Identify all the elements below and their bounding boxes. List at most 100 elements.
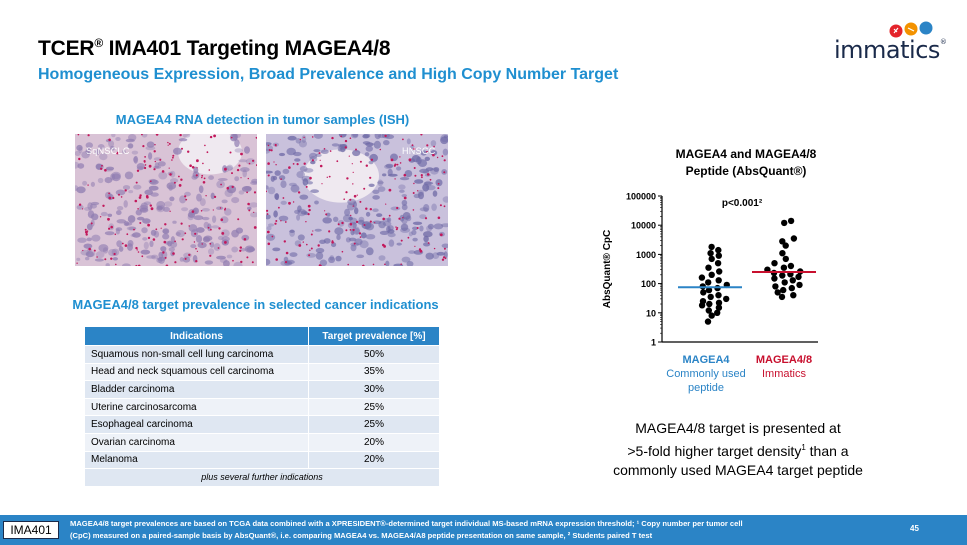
y-tick-label: 100000: [626, 192, 656, 202]
data-point: [779, 238, 786, 245]
prevalence-cell: 25%: [308, 415, 440, 434]
table-row: Bladder carcinoma 30%: [84, 380, 440, 399]
data-point: [715, 304, 723, 311]
data-point: [715, 277, 722, 284]
table-row: Head and neck squamous cell carcinoma 35%: [84, 362, 440, 382]
data-point: [698, 274, 706, 281]
table-row: Uterine carcinosarcoma 25%: [84, 397, 440, 417]
data-point: [714, 309, 721, 316]
data-point: [781, 219, 788, 227]
data-point: [708, 255, 715, 263]
header-target-prevalence: Target prevalence [%]: [308, 326, 440, 346]
slide-title: TCER® IMA401 Targeting MAGEA4/8: [38, 36, 391, 60]
data-point: [707, 293, 714, 301]
series-label: peptide: [688, 382, 724, 394]
data-point: [790, 235, 798, 242]
page-number: 45: [910, 524, 919, 533]
data-point: [715, 299, 723, 306]
y-tick-label: 10000: [631, 221, 656, 231]
indication-cell: Head and neck squamous cell carcinoma: [84, 362, 309, 382]
immatics-logo: immatics®: [834, 20, 947, 64]
data-point: [788, 284, 795, 292]
data-point: [714, 260, 722, 267]
indication-cell: Squamous non-small cell lung carcinoma: [84, 345, 309, 364]
prevalence-cell: 30%: [308, 380, 440, 399]
data-point: [716, 268, 723, 275]
data-point: [700, 289, 707, 296]
y-tick-label: 1: [651, 338, 656, 348]
data-point: [795, 273, 802, 281]
y-tick-label: 100: [641, 279, 656, 289]
header-indications: Indications: [84, 326, 309, 346]
prevalence-cell: 50%: [308, 345, 440, 364]
data-point: [715, 252, 722, 259]
y-tick-label: 1000: [636, 250, 656, 260]
data-point: [705, 286, 713, 294]
y-tick-label: 10: [646, 308, 656, 318]
data-point: [781, 279, 788, 286]
data-point: [796, 281, 803, 289]
footer-program-tag: IMA401: [3, 521, 59, 539]
data-point: [708, 243, 715, 251]
data-point: [715, 292, 722, 299]
indication-cell: Melanoma: [84, 450, 309, 470]
data-point: [707, 250, 714, 257]
slide-subtitle: Homogeneous Expression, Broad Prevalence…: [38, 66, 619, 83]
data-point: [771, 260, 778, 267]
prevalence-cell: 35%: [308, 362, 440, 382]
indication-cell: Bladder carcinoma: [84, 380, 309, 399]
prevalence-cell: 20%: [308, 432, 440, 452]
data-point: [782, 255, 789, 263]
conclusion-text: MAGEA4/8 target is presented at >5-fold …: [613, 420, 863, 478]
prevalence-table: Indications Target prevalence [%] Squamo…: [84, 326, 440, 487]
p-value-annotation: p<0.001²: [722, 198, 763, 209]
tissue-label-sqnsclc: SqNSCLC: [86, 146, 130, 156]
logo-dots-icon: [889, 21, 933, 38]
data-point: [790, 292, 797, 299]
footer-footnotes: MAGEA4/8 target prevalences are based on…: [70, 519, 743, 540]
data-point: [705, 264, 712, 271]
data-point: [705, 279, 712, 286]
data-point: [771, 275, 778, 282]
series-label: Commonly used: [666, 368, 745, 380]
data-point: [772, 283, 779, 290]
table-row: Melanoma 20%: [84, 450, 440, 470]
data-point: [780, 264, 788, 271]
series-label: Immatics: [762, 368, 807, 380]
table-header-row: Indications Target prevalence [%]: [84, 326, 440, 346]
tissue-image-hnscc: [266, 134, 448, 266]
indication-cell: Ovarian carcinoma: [84, 432, 309, 452]
prevalence-section-title: MAGEA4/8 target prevalence in selected c…: [72, 297, 439, 312]
data-point: [779, 272, 786, 279]
data-point: [715, 246, 722, 254]
data-point: [778, 293, 786, 301]
table-row: Esophageal carcinoma 25%: [84, 415, 440, 434]
data-point: [780, 286, 787, 294]
chart-title-line2: Peptide (AbsQuant®): [686, 164, 807, 178]
absquant-chart-svg: MAGEA4 and MAGEA4/8 Peptide (AbsQuant®) 1 1…: [602, 147, 818, 394]
data-point: [704, 318, 712, 325]
prevalence-cell: 25%: [308, 397, 440, 417]
series-label: MAGEA4/8: [756, 354, 812, 366]
data-point: [782, 242, 789, 249]
data-point: [706, 300, 713, 308]
chart-title-line1: MAGEA4 and MAGEA4/8: [676, 147, 817, 161]
ish-section-title: MAGEA4 RNA detection in tumor samples (I…: [115, 112, 410, 127]
logo-wordmark: immatics®: [834, 36, 947, 64]
absquant-chart: MAGEA4 and MAGEA4/8 Peptide (AbsQuant®) 1 1…: [598, 140, 888, 400]
tissue-label-hnscc: HNSCC: [402, 146, 436, 156]
indication-cell: Uterine carcinosarcoma: [84, 397, 309, 417]
data-point: [779, 250, 786, 257]
indication-cell: Esophageal carcinoma: [84, 415, 309, 434]
table-row: Squamous non-small cell lung carcinoma 50…: [84, 345, 440, 364]
data-point: [705, 307, 712, 314]
footer-bar: [0, 515, 967, 545]
data-point: [723, 295, 730, 303]
table-note-row: plus several further indications: [84, 468, 440, 487]
data-point: [770, 269, 778, 277]
data-point: [774, 289, 781, 296]
table-row: Ovarian carcinoma 20%: [84, 432, 440, 452]
series-label: MAGEA4: [682, 354, 730, 366]
data-point: [787, 217, 795, 225]
prevalence-cell: 20%: [308, 450, 440, 470]
